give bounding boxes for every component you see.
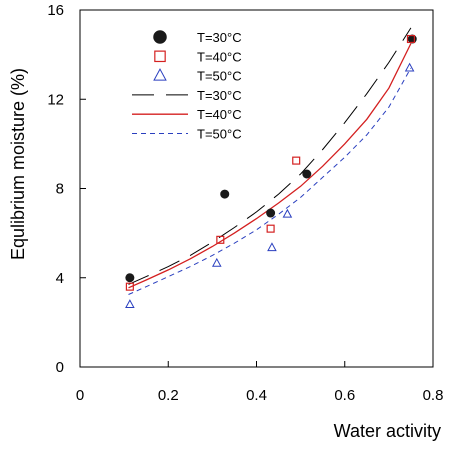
x-tick-label: 0.2 <box>158 387 179 404</box>
y-tick-label: 16 <box>47 2 64 19</box>
x-tick-label: 0.8 <box>423 387 444 404</box>
series-layer <box>125 27 417 309</box>
legend-label: T=40°C <box>197 107 242 122</box>
data-point-open-triangle <box>125 299 135 309</box>
legend-label: T=30°C <box>197 30 242 45</box>
legend-marker <box>154 50 166 63</box>
legend-label: T=30°C <box>197 88 242 103</box>
x-tick-label: 0.4 <box>246 387 267 404</box>
y-axis-label: Equlibrium moisture (%) <box>8 68 28 260</box>
data-point-open-square <box>292 156 301 165</box>
axes-layer: 0 0.2 0.4 0.6 0.8 0 4 8 12 16 <box>47 2 443 404</box>
x-tick-label: 0.6 <box>334 387 355 404</box>
legend-label: T=40°C <box>197 49 242 64</box>
legend-label: T=50°C <box>197 69 242 84</box>
legend-entry: T=40°C <box>132 107 242 122</box>
y-tick-label: 8 <box>56 181 64 198</box>
data-point-open-square <box>216 235 225 244</box>
legend-entry: T=40°C <box>154 49 242 64</box>
legend-entry: T=50°C <box>132 127 242 142</box>
legend-marker <box>153 30 167 44</box>
data-point-filled-circle <box>220 189 230 199</box>
data-point-open-triangle <box>282 208 293 218</box>
data-point-open-square <box>125 282 134 291</box>
data-point-open-square <box>406 34 415 44</box>
data-point-open-triangle <box>267 242 277 252</box>
legend-entry: T=50°C <box>153 68 242 84</box>
y-tick-label: 0 <box>56 359 64 376</box>
model-line-long-dash <box>128 27 412 285</box>
data-point-open-triangle <box>211 257 222 267</box>
data-point-open-triangle <box>404 62 415 72</box>
legend-entry: T=30°C <box>153 30 242 45</box>
legend: T=30°C T=40°C T=50°C T=30°C T=40°C T=50°C <box>132 30 242 142</box>
x-axis-label: Water activity <box>334 421 441 441</box>
data-point-filled-circle <box>266 208 276 218</box>
data-point-filled-circle <box>302 169 312 179</box>
legend-label: T=50°C <box>197 127 242 142</box>
data-point-open-square <box>266 224 275 233</box>
model-line-short-dash <box>128 67 412 295</box>
y-tick-label: 4 <box>56 270 64 287</box>
x-tick-label: 0 <box>76 387 84 404</box>
legend-marker <box>153 68 167 81</box>
y-tick-label: 12 <box>47 91 64 108</box>
data-point-filled-circle <box>125 273 135 283</box>
legend-entry: T=30°C <box>132 88 242 103</box>
